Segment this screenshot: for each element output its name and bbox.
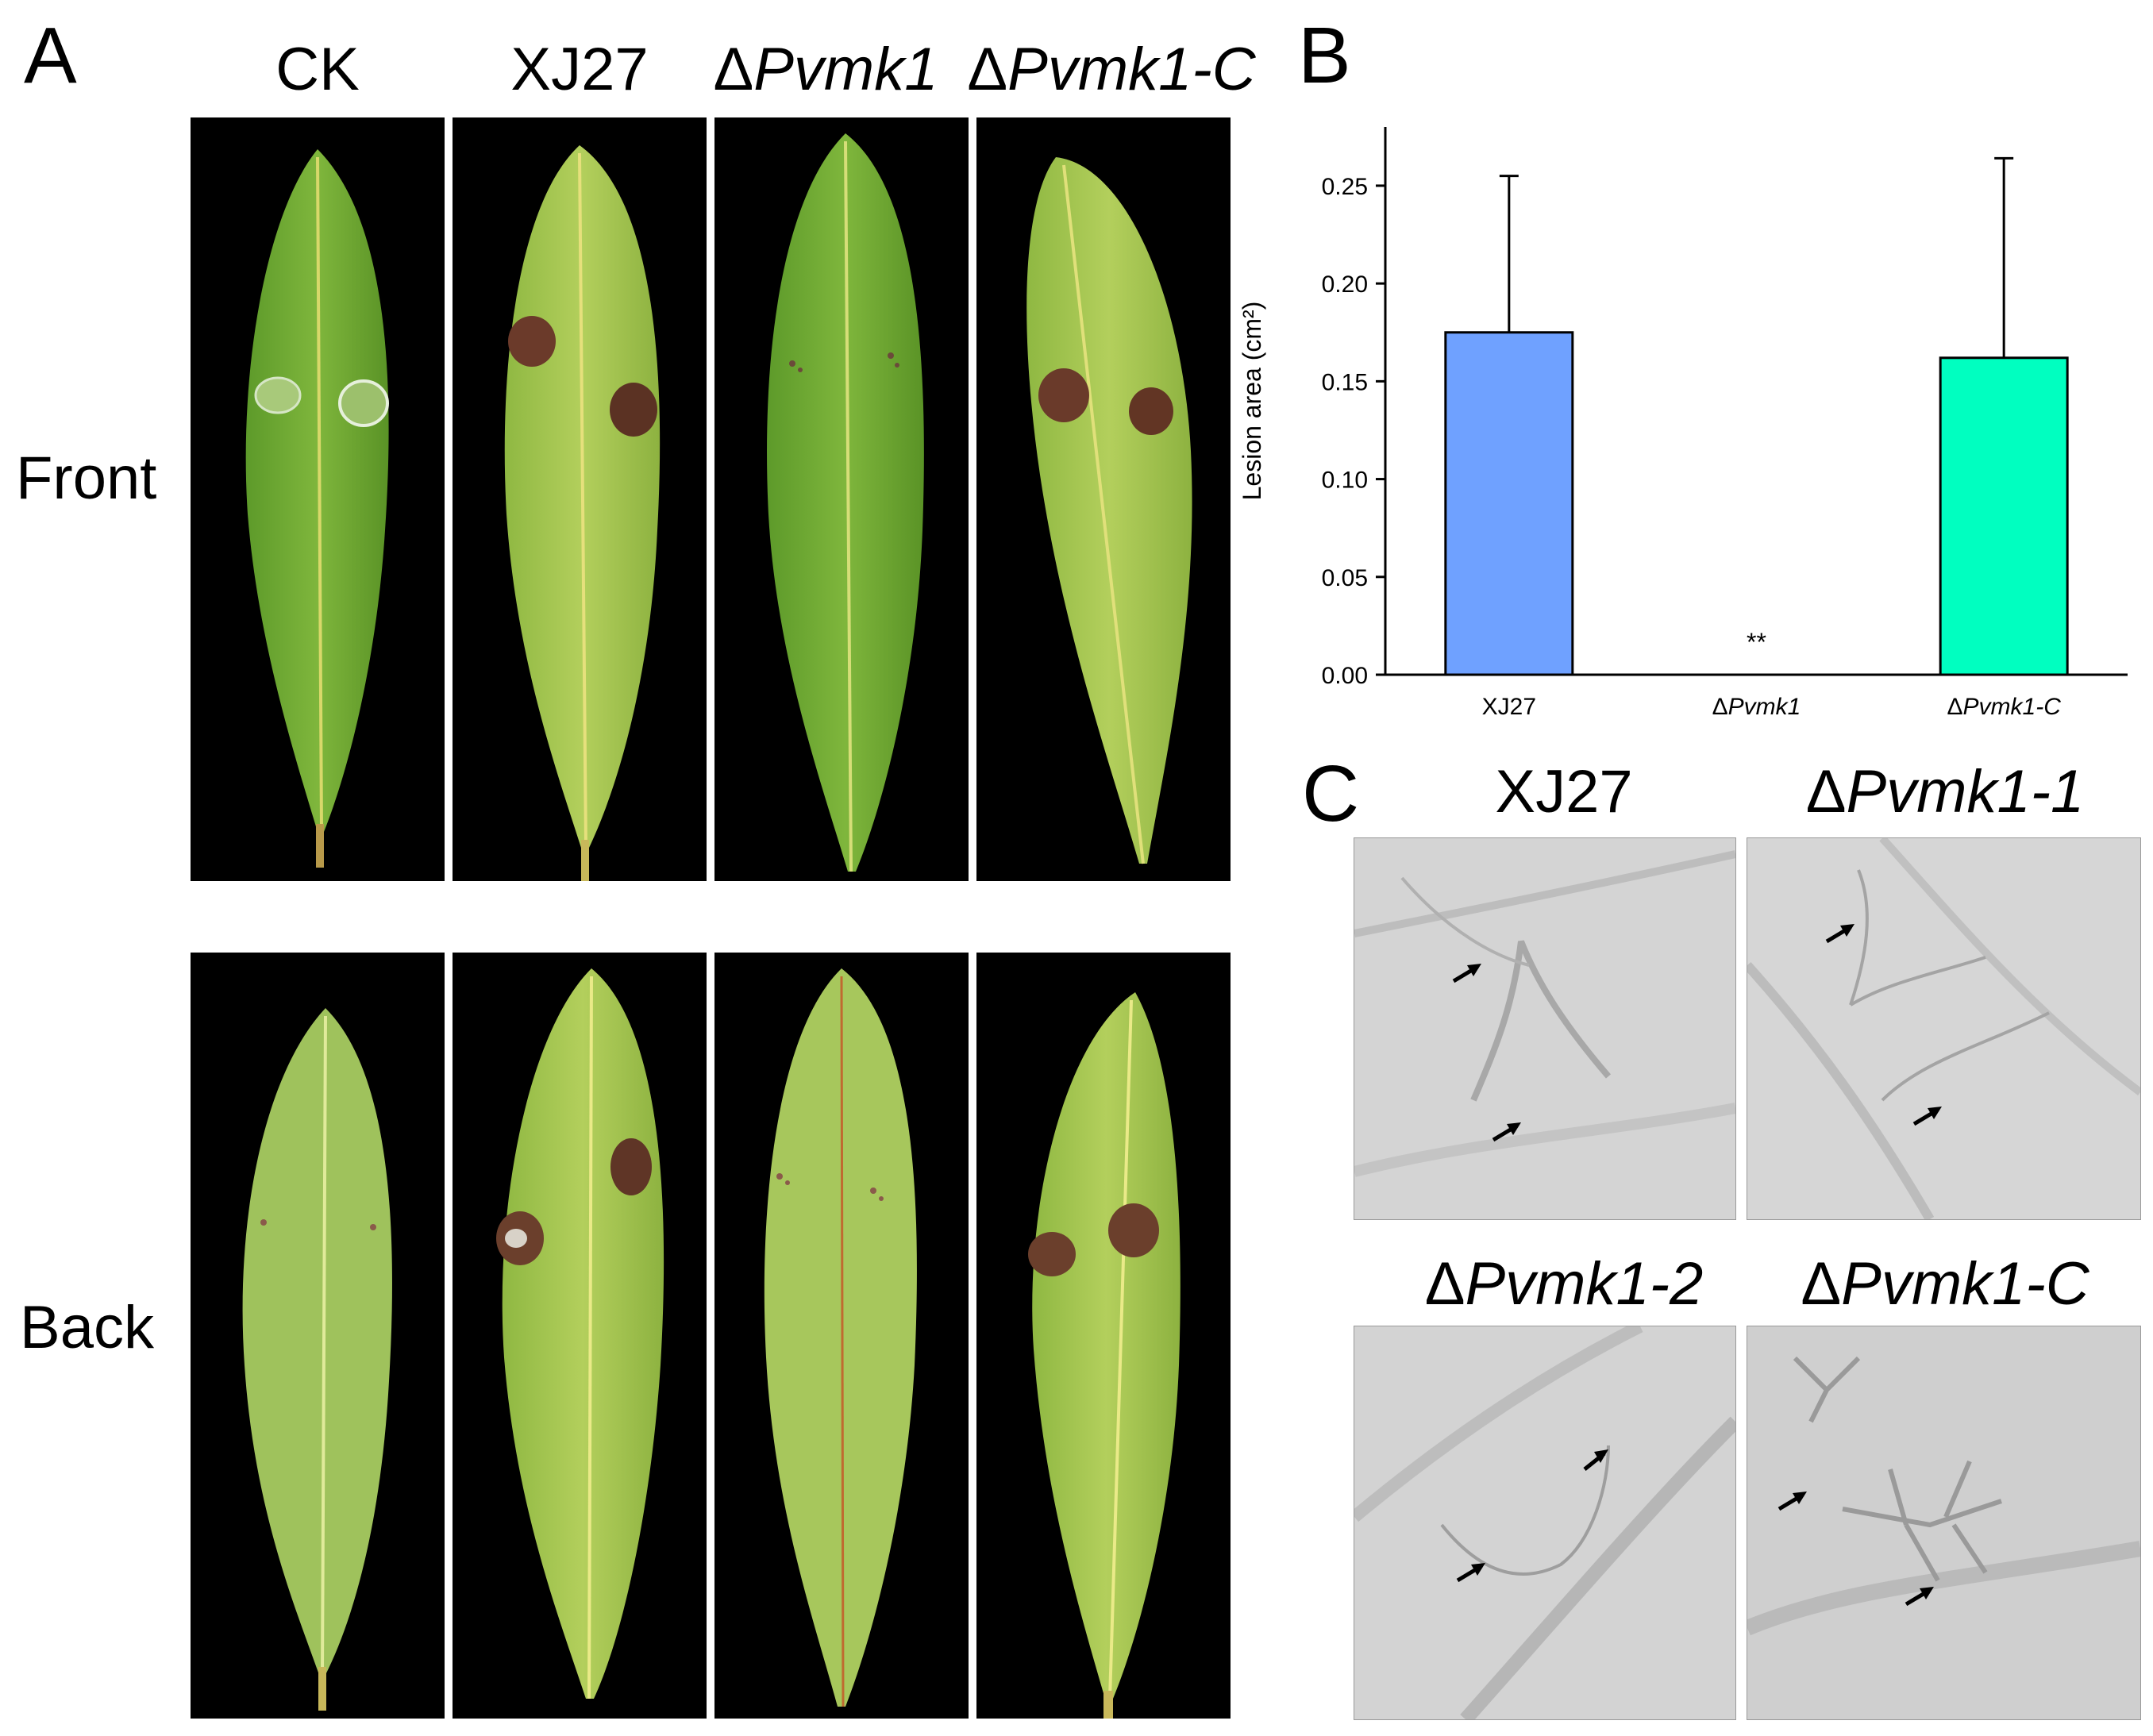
- leaf-back-ck: [191, 953, 445, 1719]
- y-tick-label: 0.10: [1322, 468, 1368, 494]
- bar: [1444, 331, 1574, 676]
- row-header-front: Front: [16, 445, 157, 512]
- chart-bars: [1444, 156, 2069, 676]
- micrograph-pvmk1-2: [1354, 1326, 1736, 1720]
- leaf-back-xj27: [453, 953, 707, 1719]
- bar: [1939, 356, 2069, 676]
- y-tick-label: 0.00: [1322, 663, 1368, 689]
- micro-title-pvmk1-1: ΔPvmk1-1: [1805, 758, 2085, 826]
- x-tick-label: XJ27: [1482, 694, 1536, 720]
- micro-title-pvmk1-2: ΔPvmk1-2: [1424, 1250, 1704, 1318]
- micrograph-pvmk1-1: [1747, 837, 2141, 1220]
- panel-b-letter: B: [1298, 11, 1351, 100]
- x-tick-label: ΔPvmk1: [1712, 694, 1801, 720]
- y-axis-label: Lesion area (cm²): [1238, 302, 1266, 501]
- column-header-ck: CK: [275, 36, 360, 103]
- leaf-front-ck: [191, 117, 445, 881]
- lesion-area-bar-chart: 0.00 0.05 0.10 0.15 0.20 0.25 Lesion area (cm²…: [1238, 127, 2128, 720]
- x-tick-label: ΔPvmk1-C: [1947, 694, 2061, 720]
- leaf-back-pvmk1: [714, 953, 969, 1719]
- chart-labels: 0.00 0.05 0.10 0.15 0.20 0.25 Lesion area (cm²…: [1238, 174, 2061, 720]
- column-header-pvmk1-c: ΔPvmk1-C: [967, 36, 1256, 103]
- micro-title-xj27: XJ27: [1495, 758, 1633, 826]
- panel-c-letter: C: [1302, 749, 1360, 838]
- column-header-pvmk1: ΔPvmk1: [713, 36, 938, 103]
- leaf-front-pvmk1-c: [976, 117, 1231, 881]
- row-header-back: Back: [20, 1294, 154, 1361]
- y-tick-label: 0.20: [1322, 271, 1368, 298]
- y-tick-label: 0.15: [1322, 369, 1368, 395]
- column-header-xj27: XJ27: [510, 36, 649, 103]
- leaf-back-pvmk1-c: [976, 953, 1231, 1719]
- panel-a-letter: A: [24, 11, 77, 100]
- micro-title-pvmk1-c: ΔPvmk1-C: [1801, 1250, 2089, 1318]
- leaf-front-pvmk1: [714, 117, 969, 881]
- micrograph-pvmk1-c: [1747, 1326, 2141, 1720]
- leaf-front-xj27: [453, 117, 707, 881]
- micrograph-xj27: [1354, 837, 1736, 1220]
- y-tick-label: 0.25: [1322, 174, 1368, 200]
- y-tick-label: 0.05: [1322, 565, 1368, 591]
- significance-annotation: **: [1747, 628, 1766, 656]
